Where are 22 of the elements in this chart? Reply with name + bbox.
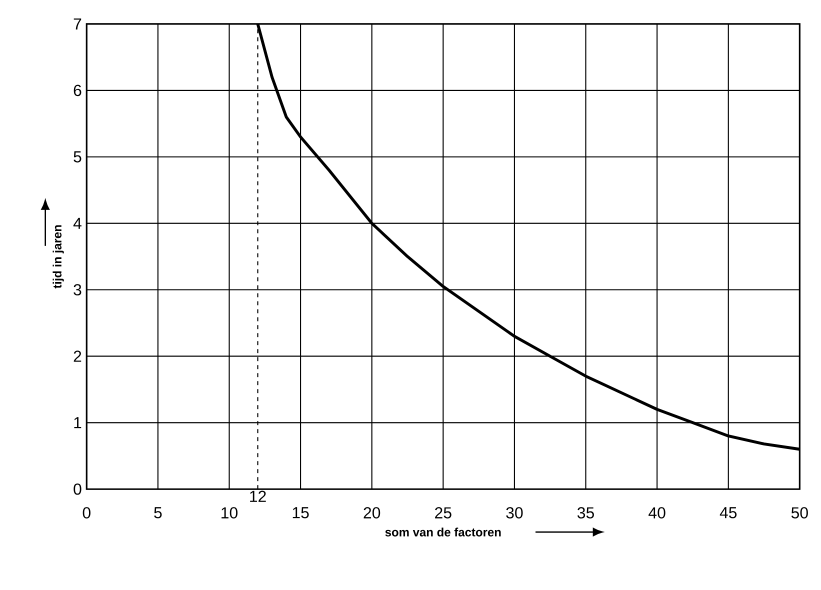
x-tick-label: 15	[292, 506, 309, 518]
x-tick-label: 10	[222, 506, 238, 518]
x-tick-label: 35	[577, 506, 594, 518]
x-tick-label: 20	[364, 506, 380, 518]
x-tick-label: 0	[82, 506, 90, 518]
y-tick-label: 5	[74, 151, 82, 162]
x-tick-label: 45	[720, 506, 737, 518]
x-tick-label: 30	[506, 506, 523, 518]
x-tick-label: 25	[435, 506, 452, 518]
x-tick-label: 5	[154, 506, 162, 518]
y-tick-label: 0	[74, 483, 82, 495]
y-tick-label: 3	[74, 284, 82, 296]
y-tick-label: 2	[74, 350, 82, 362]
y-tick-label: 1	[74, 416, 82, 428]
y-tick-label: 4	[73, 218, 82, 229]
y-axis-title: tijd in jaren	[52, 225, 64, 288]
y-tick-label: 6	[74, 84, 82, 96]
x-tick-label: 50	[791, 506, 808, 518]
x-axis-title: som van de factoren	[385, 527, 501, 536]
x-tick-label: 40	[648, 506, 666, 518]
y-tick-label: 7	[74, 18, 82, 30]
ref-line-label: 12	[250, 490, 266, 502]
